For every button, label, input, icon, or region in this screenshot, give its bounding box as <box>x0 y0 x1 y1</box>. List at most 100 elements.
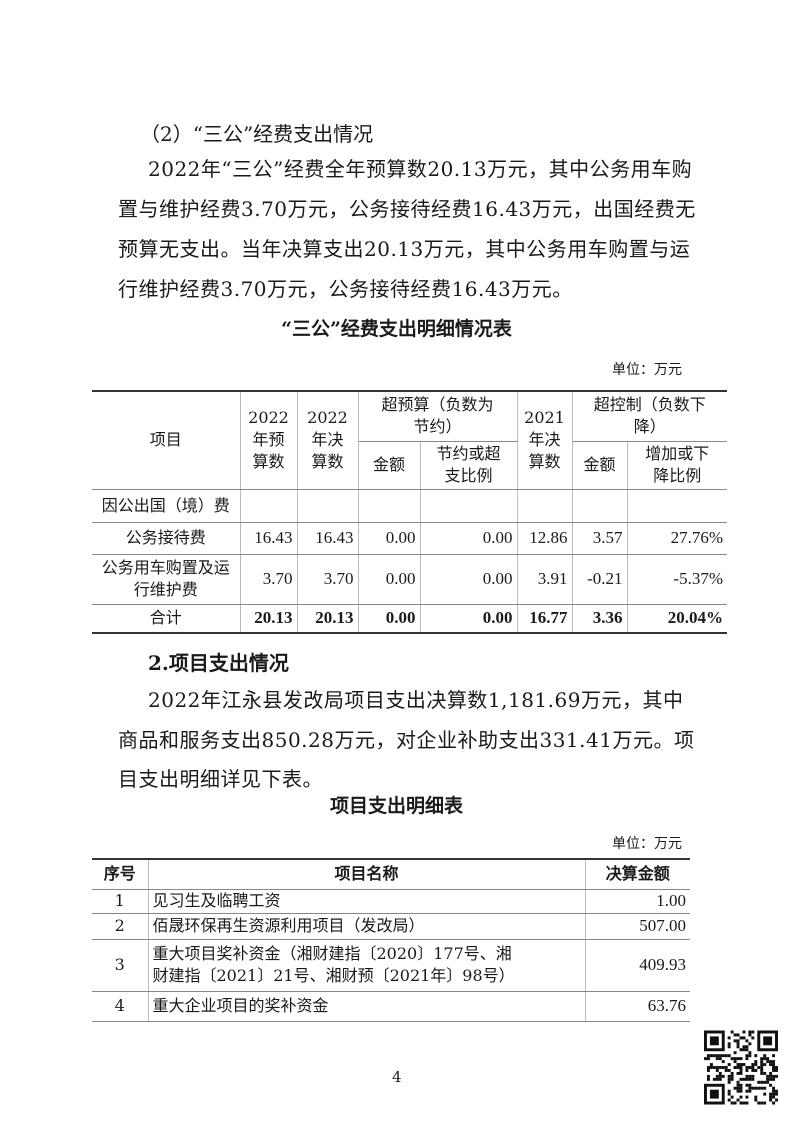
qr-module <box>751 1077 755 1081</box>
qr-module <box>772 1095 776 1099</box>
qr-module <box>715 1068 719 1072</box>
qr-module <box>742 1030 746 1034</box>
table-row: 公务用车购置及运 行维护费 3.70 3.70 0.00 0.00 3.91 -0… <box>92 553 727 605</box>
qr-module <box>704 1057 707 1061</box>
cell: 0.00 <box>419 521 518 555</box>
cell <box>626 488 727 523</box>
qr-module <box>715 1066 719 1069</box>
cell: 0.00 <box>357 521 421 555</box>
row-item: 合计 <box>92 603 241 634</box>
qr-module <box>724 1068 728 1072</box>
qr-module <box>760 1060 764 1064</box>
qr-module <box>739 1071 743 1075</box>
qr-module <box>751 1074 755 1078</box>
qr-module <box>748 1030 752 1034</box>
qr-module <box>745 1068 749 1072</box>
table-row-total: 合计 20.13 20.13 0.00 0.00 16.77 3.36 20.0… <box>92 603 727 634</box>
qr-module <box>730 1030 734 1034</box>
cell: 3.70 <box>296 553 359 605</box>
cell: 20.13 <box>239 603 298 634</box>
qr-module <box>745 1057 749 1061</box>
qr-module <box>772 1063 776 1067</box>
qr-module <box>718 1077 722 1081</box>
qr-module <box>748 1066 752 1069</box>
qr-module <box>751 1030 755 1034</box>
table-row: 2 佰晟环保再生资源利用项目（发改局） 507.00 <box>92 912 690 940</box>
qr-module <box>766 1080 770 1084</box>
qr-code-icon <box>704 1030 778 1105</box>
qr-module <box>757 1080 761 1084</box>
qr-module <box>739 1086 743 1090</box>
cell: 16.43 <box>296 521 359 555</box>
header-over-ratio: 节约或超 支比例 <box>419 440 518 490</box>
qr-module <box>727 1042 731 1046</box>
qr-module <box>763 1092 767 1096</box>
qr-module <box>754 1068 758 1072</box>
qr-module <box>769 1060 773 1064</box>
qr-module <box>772 1077 776 1081</box>
qr-module <box>763 1071 767 1075</box>
cell: 3.70 <box>239 553 298 605</box>
paragraph-line: 商品和服务支出850.28万元，对企业补助支出331.41万元。项 <box>118 728 695 752</box>
qr-module <box>766 1057 770 1061</box>
qr-module <box>733 1039 737 1043</box>
qr-module <box>709 1089 719 1099</box>
qr-module <box>709 1066 713 1069</box>
qr-module <box>772 1086 776 1090</box>
qr-module <box>712 1054 716 1058</box>
qr-module <box>760 1101 764 1105</box>
qr-module <box>742 1036 746 1040</box>
table-row: 因公出国（境）费 <box>92 488 727 523</box>
qr-module <box>739 1036 743 1040</box>
qr-module <box>733 1051 737 1055</box>
cell: 0.00 <box>357 603 421 634</box>
cell: 0.00 <box>357 553 421 605</box>
qr-module <box>772 1101 776 1105</box>
qr-module <box>775 1066 778 1069</box>
qr-module <box>751 1066 755 1069</box>
qr-module <box>739 1063 743 1067</box>
qr-module <box>730 1101 734 1105</box>
qr-module <box>757 1086 761 1090</box>
row-no: 3 <box>92 938 149 992</box>
cell <box>419 488 518 523</box>
qr-module <box>748 1054 752 1058</box>
qr-module <box>733 1101 737 1105</box>
qr-module <box>763 1036 773 1046</box>
header-over-budget: 超预算（负数为 节约） <box>357 390 518 442</box>
qr-module <box>739 1066 743 1069</box>
qr-module <box>754 1063 758 1067</box>
cell: 3.91 <box>516 553 573 605</box>
qr-module <box>745 1045 749 1049</box>
qr-module <box>727 1077 731 1081</box>
qr-module <box>739 1077 743 1081</box>
header-final: 2022 年决 算数 <box>296 390 359 490</box>
qr-module <box>757 1066 761 1069</box>
header-item: 项目 <box>92 390 241 490</box>
qr-module <box>718 1054 722 1058</box>
qr-module <box>721 1054 725 1058</box>
page-number: 4 <box>392 1068 402 1086</box>
qr-module <box>751 1036 755 1040</box>
cell: -0.21 <box>571 553 628 605</box>
qr-module <box>769 1098 773 1102</box>
qr-module <box>739 1083 743 1087</box>
paragraph-line: 目支出明细详见下表。 <box>118 767 323 791</box>
table2-unit: 单位：万元 <box>612 836 682 852</box>
qr-module <box>727 1089 731 1093</box>
qr-module <box>766 1074 770 1078</box>
qr-module <box>730 1071 734 1075</box>
qr-module <box>736 1033 740 1037</box>
cell: 20.04% <box>626 603 727 634</box>
qr-module <box>742 1045 746 1049</box>
cell: 3.36 <box>571 603 628 634</box>
qr-module <box>736 1042 740 1046</box>
qr-module <box>745 1048 749 1052</box>
row-name: 佰晟环保再生资源利用项目（发改局） <box>147 912 586 940</box>
qr-module <box>706 1066 710 1069</box>
qr-module <box>718 1057 722 1061</box>
cell: 20.13 <box>296 603 359 634</box>
qr-module <box>763 1063 767 1067</box>
qr-module <box>736 1045 740 1049</box>
qr-module <box>733 1057 737 1061</box>
